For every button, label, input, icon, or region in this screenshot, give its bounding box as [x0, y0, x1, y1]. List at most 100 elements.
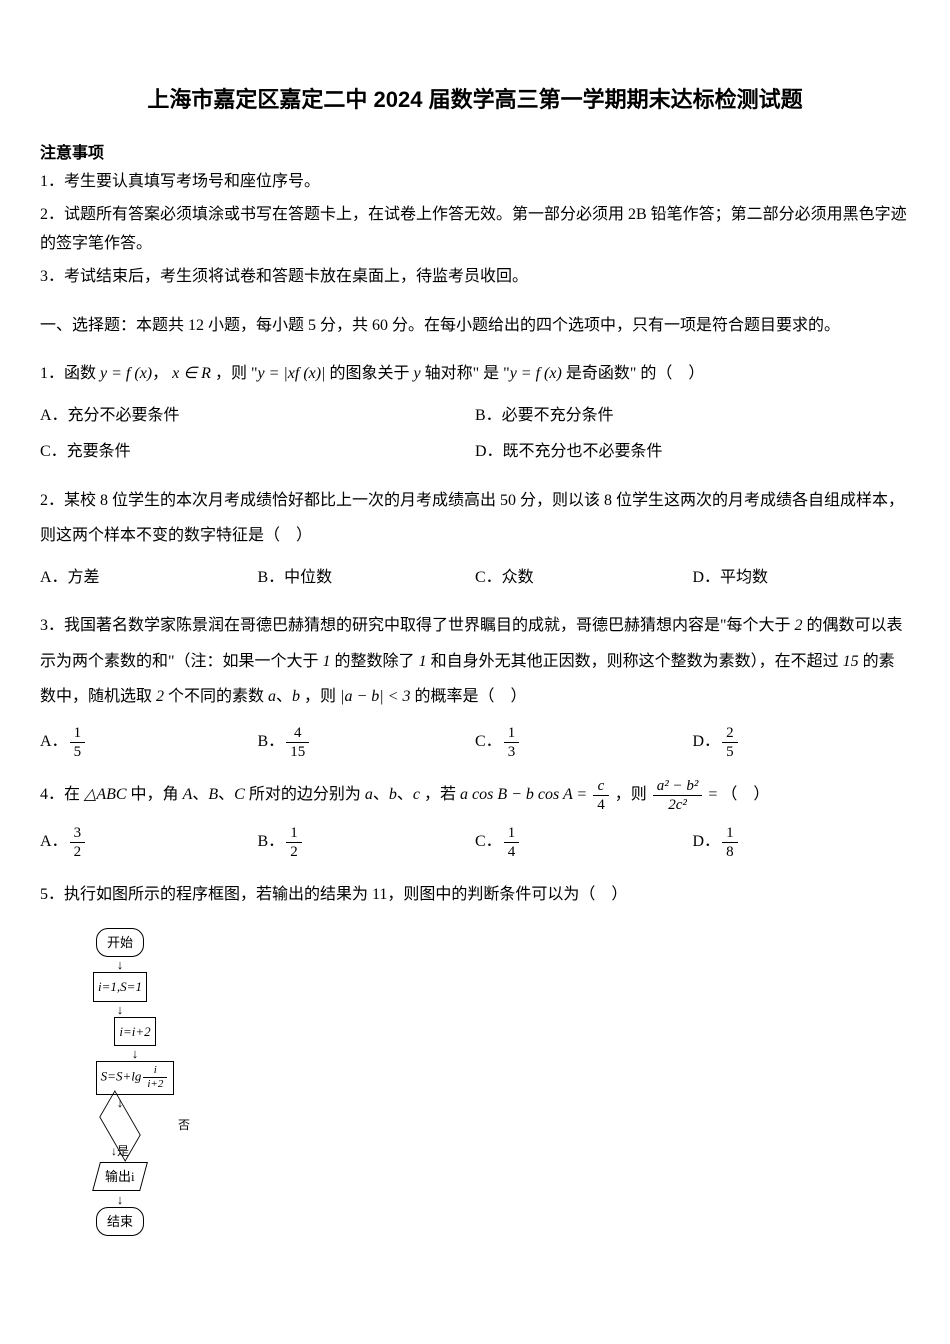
q3-p4: 和自身外无其他正因数，则称这个整数为素数），在不超过	[431, 653, 839, 670]
q3-options: A．15 B．415 C．13 D．25	[40, 724, 910, 761]
q4-c: c	[413, 786, 420, 803]
notice-header: 注意事项	[40, 140, 910, 169]
flowchart-step2: S=S+lgii+2	[96, 1061, 175, 1094]
instruction-2: 2．试题所有答案必须填涂或书写在答题卡上，在试卷上作答无效。第一部分必须用 2B…	[40, 201, 910, 259]
q3-b-num: 4	[286, 724, 309, 743]
q4-b-frac: 12	[286, 824, 302, 861]
q3-a-label: A．	[40, 733, 68, 750]
q4-d-num: 1	[722, 824, 738, 843]
q4-b-num: 1	[286, 824, 302, 843]
exam-title: 上海市嘉定区嘉定二中 2024 届数学高三第一学期期末达标检测试题	[40, 80, 910, 120]
question-2: 2．某校 8 位学生的本次月考成绩恰好都比上一次的月考成绩高出 50 分，则以该…	[40, 483, 910, 553]
q4-B: B	[208, 786, 218, 803]
q4-rhs-den: 2c²	[653, 796, 703, 814]
q4-option-b: B．12	[258, 824, 476, 861]
flowchart-step2-num: i	[143, 1064, 167, 1078]
q4-c-label: C．	[475, 833, 502, 850]
q4-a-frac: 32	[70, 824, 86, 861]
q4-d-label: D．	[693, 833, 721, 850]
q3-p7: ，则	[304, 688, 336, 705]
q3-one2: 1	[419, 653, 427, 670]
q4-rhs-frac: a² − b²2c²	[653, 777, 703, 814]
q4-options: A．32 B．12 C．14 D．18	[40, 824, 910, 861]
q3-b-den: 15	[286, 743, 309, 761]
q3-c-label: C．	[475, 733, 502, 750]
q1-y: y	[414, 365, 421, 382]
q4-b: b	[389, 786, 397, 803]
flowchart-step2-frac: ii+2	[143, 1064, 167, 1091]
q4-eq-left: a cos B − b cos A =	[460, 786, 587, 803]
q3-c-num: 1	[504, 724, 520, 743]
flowchart-no-label: 否	[178, 1115, 190, 1137]
q4-b-label: B．	[258, 833, 285, 850]
q1-mid1: ，	[152, 365, 168, 382]
q3-d-frac: 25	[722, 724, 738, 761]
flowchart-start: 开始	[96, 928, 144, 957]
q4-p2: 中，角	[131, 786, 179, 803]
instruction-1: 1．考生要认真填写考场号和座位序号。	[40, 168, 910, 197]
q4-option-c: C．14	[475, 824, 693, 861]
q2-option-c: C．众数	[475, 564, 693, 593]
q4-c-num: 1	[504, 824, 520, 843]
flowchart-step2-den: i+2	[143, 1078, 167, 1091]
q3-option-a: A．15	[40, 724, 258, 761]
q3-d-num: 2	[722, 724, 738, 743]
q4-p5: ，则	[615, 786, 647, 803]
q4-d-frac: 18	[722, 824, 738, 861]
q4-sep2: 、	[218, 786, 234, 803]
q3-c-den: 3	[504, 743, 520, 761]
q1-option-b: B．必要不充分条件	[475, 402, 910, 431]
q1-mid4: 轴对称" 是 "	[425, 365, 510, 382]
flowchart-step1: i=i+2	[114, 1017, 155, 1046]
q4-sep3: 、	[373, 786, 389, 803]
q3-a: a	[268, 688, 276, 705]
q3-c-frac: 13	[504, 724, 520, 761]
q4-p4: ，若	[424, 786, 456, 803]
question-5: 5．执行如图所示的程序框图，若输出的结果为 11，则图中的判断条件可以为（ ）	[40, 877, 910, 912]
q1-mid2: ，则 "	[215, 365, 258, 382]
q3-p1: 3．我国著名数学家陈景润在哥德巴赫猜想的研究中取得了世界瞩目的成就，哥德巴赫猜想…	[40, 617, 791, 634]
flowchart-end: 结束	[96, 1207, 144, 1236]
flowchart-decision: 否	[40, 1111, 200, 1141]
flowchart-arrow-1: ↓	[40, 958, 200, 971]
q4-eq-frac: c4	[593, 777, 609, 814]
q1-tail: 是奇函数" 的（ ）	[566, 365, 705, 382]
q3-option-b: B．415	[258, 724, 476, 761]
flowchart-arrow-3: ↓	[70, 1047, 200, 1060]
q2-option-a: A．方差	[40, 564, 258, 593]
flowchart-output-text: 输出i	[105, 1165, 135, 1188]
question-1: 1．函数 y = f (x)， x ∈ R ，则 "y = |xf (x)| 的…	[40, 356, 910, 391]
q3-two: 2	[795, 617, 803, 634]
q4-p3: 所对的边分别为	[249, 786, 361, 803]
q1-option-c: C．充要条件	[40, 438, 475, 467]
q1-fx: y = f (x)	[100, 365, 152, 382]
q3-cond: |a − b| < 3	[340, 688, 410, 705]
q3-option-d: D．25	[693, 724, 911, 761]
q4-p6: = （ ）	[708, 786, 769, 803]
q3-d-den: 5	[722, 743, 738, 761]
q4-A: A	[183, 786, 193, 803]
q1-xr: x ∈ R	[172, 365, 211, 382]
q3-d-label: D．	[693, 733, 721, 750]
q4-a-label: A．	[40, 833, 68, 850]
q4-sep1: 、	[192, 786, 208, 803]
q4-rhs-num: a² − b²	[653, 777, 703, 796]
q3-a-frac: 15	[70, 724, 86, 761]
q1-options-row1: A．充分不必要条件 B．必要不充分条件	[40, 402, 910, 431]
q4-a: a	[365, 786, 373, 803]
flowchart-output: 输出i	[92, 1162, 148, 1191]
q2-option-b: B．中位数	[258, 564, 476, 593]
instruction-3: 3．考试结束后，考生须将试卷和答题卡放在桌面上，待监考员收回。	[40, 263, 910, 292]
flowchart-step2-pre: S=S+lg	[101, 1069, 142, 1084]
q1-stem-pre: 1．函数	[40, 365, 96, 382]
q2-options: A．方差 B．中位数 C．众数 D．平均数	[40, 564, 910, 593]
q3-two2: 2	[156, 688, 164, 705]
q4-option-a: A．32	[40, 824, 258, 861]
q3-a-den: 5	[70, 743, 86, 761]
question-4: 4．在 △ABC 中，角 A、B、C 所对的边分别为 a、b、c ，若 a co…	[40, 777, 910, 814]
q3-b: b	[292, 688, 300, 705]
q4-b-den: 2	[286, 843, 302, 861]
q3-a-num: 1	[70, 724, 86, 743]
q4-sep4: 、	[397, 786, 413, 803]
q3-p3: 的整数除了	[335, 653, 415, 670]
